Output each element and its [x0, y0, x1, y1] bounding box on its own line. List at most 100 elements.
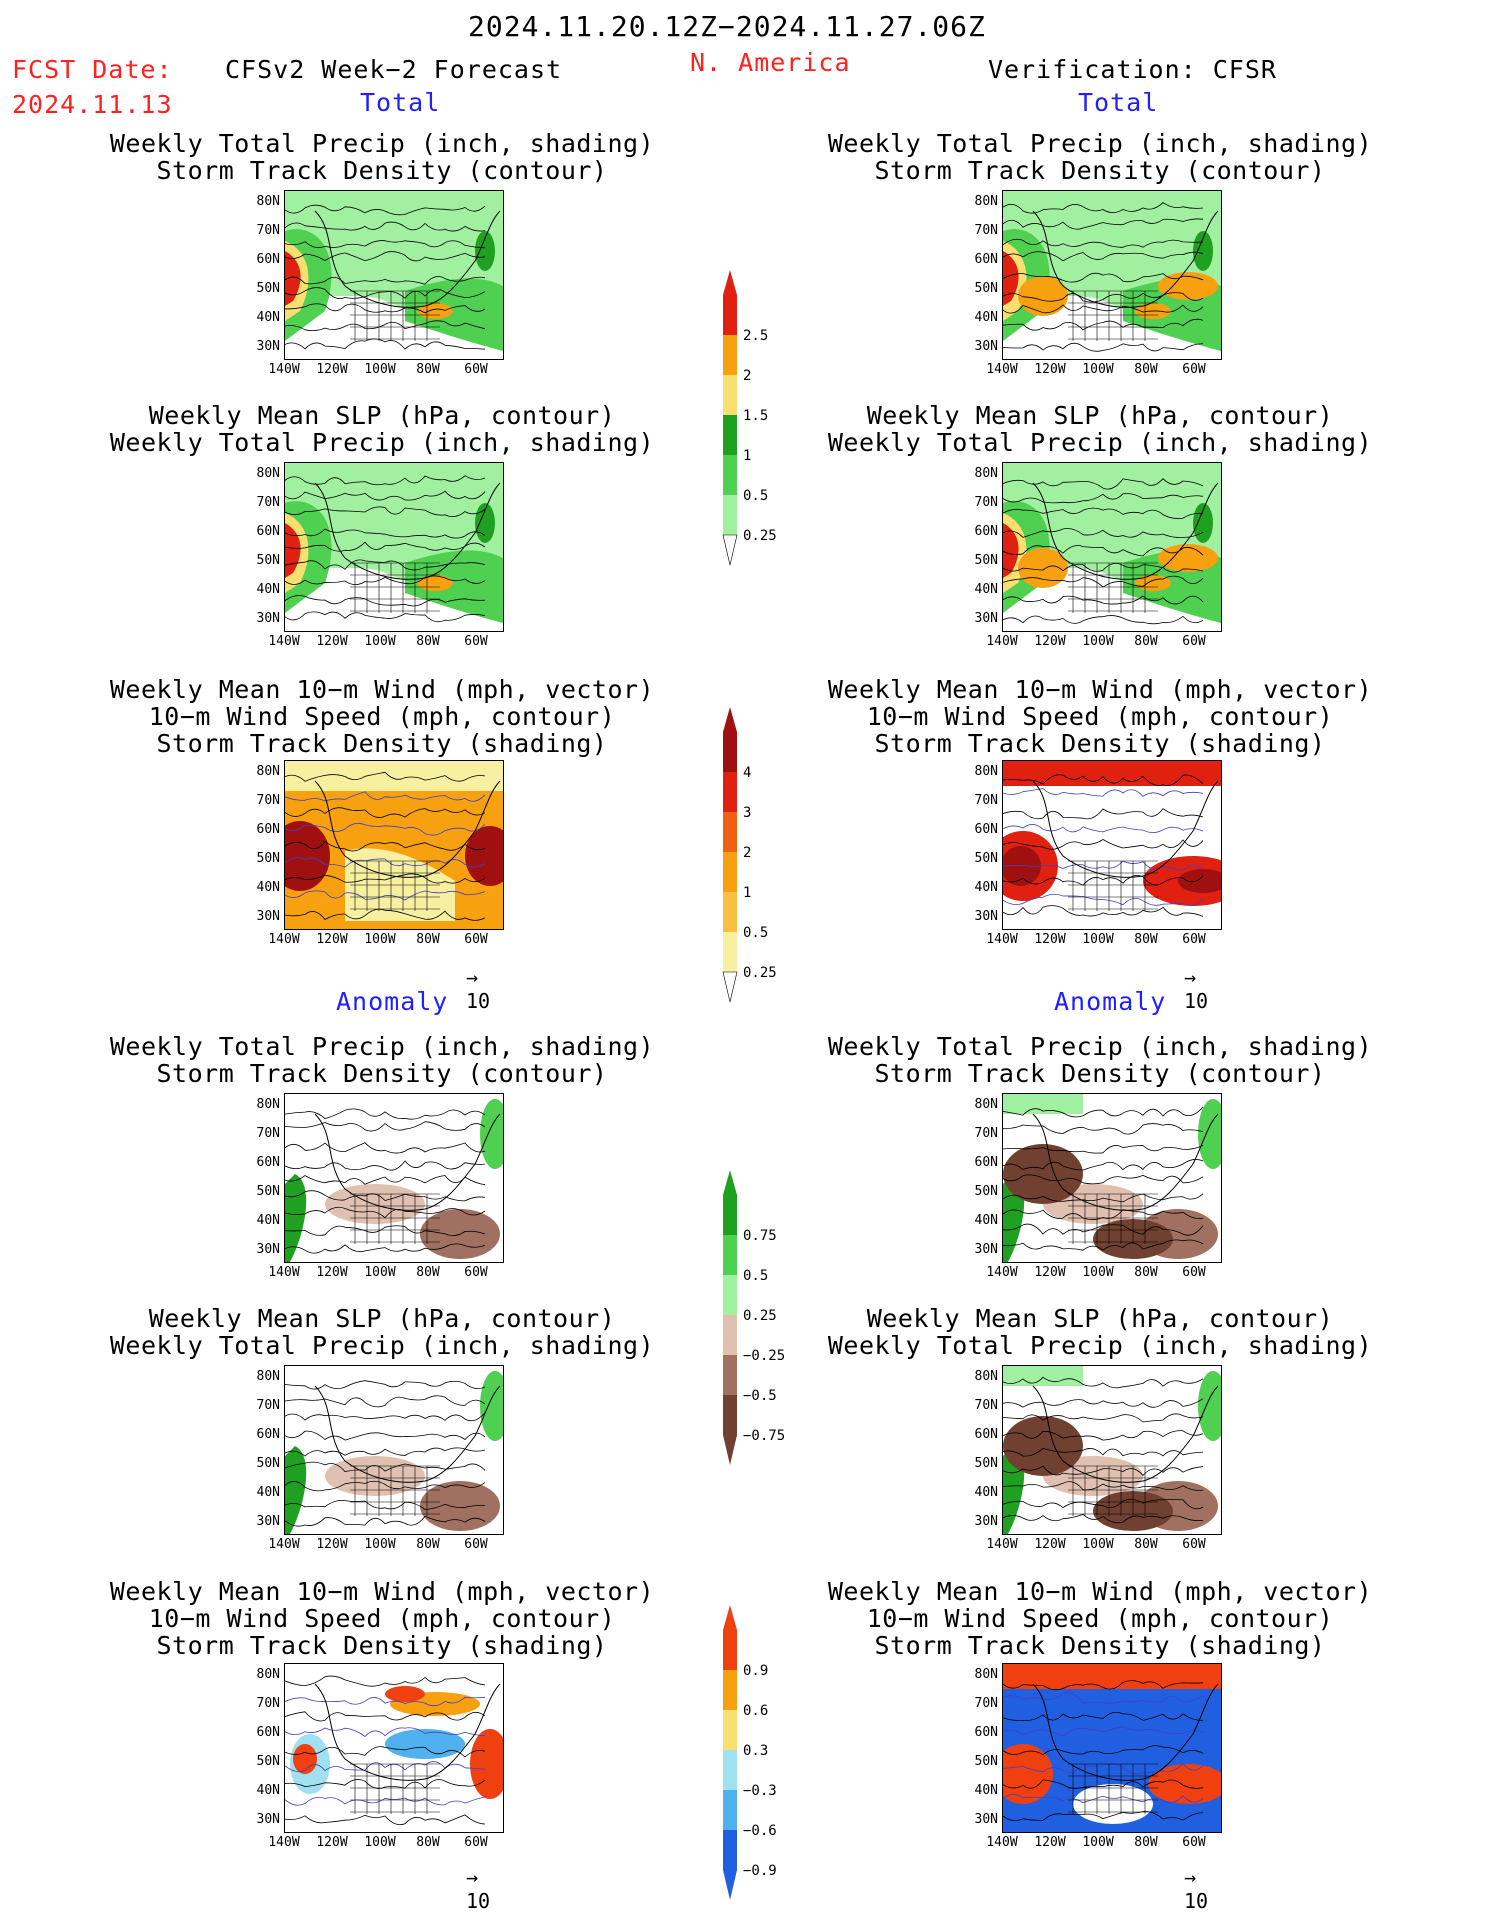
colorbar-label: 0.5 — [743, 1268, 768, 1284]
lon-tick-label: 120W — [316, 1537, 348, 1552]
lat-tick-label: 80N — [256, 194, 280, 209]
lon-tick-label: 60W — [1182, 1265, 1206, 1280]
lat-tick-label: 60N — [256, 252, 280, 267]
panel-title-line: Weekly Mean SLP (hPa, contour) — [866, 401, 1334, 430]
lat-tick-label: 40N — [256, 1783, 280, 1798]
lat-tick-label: 60N — [256, 822, 280, 837]
lat-tick-label: 70N — [974, 223, 998, 238]
lon-tick-label: 60W — [1182, 362, 1206, 377]
lon-tick-label: 80W — [1134, 634, 1158, 649]
lon-tick-label: 140W — [986, 1537, 1018, 1552]
lon-tick-label: 100W — [1082, 1265, 1114, 1280]
lat-tick-label: 70N — [256, 1398, 280, 1413]
lon-tick-label: 100W — [1082, 1537, 1114, 1552]
panel-title-line: 10−m Wind Speed (mph, contour) — [866, 702, 1334, 731]
colorbar-label: −0.6 — [743, 1823, 777, 1839]
lon-tick-label: 60W — [1182, 1537, 1206, 1552]
lat-tick-label: 30N — [974, 1242, 998, 1257]
lat-tick-label: 40N — [974, 582, 998, 597]
lon-tick-label: 60W — [464, 1835, 488, 1850]
map-panel — [284, 190, 504, 360]
map-panel — [1002, 1365, 1222, 1535]
lat-tick-label: 50N — [974, 1456, 998, 1471]
lat-tick-label: 70N — [256, 1696, 280, 1711]
lon-tick-label: 120W — [316, 932, 348, 947]
panel-title-line: 10−m Wind Speed (mph, contour) — [148, 702, 616, 731]
region-label: N. America — [690, 48, 851, 77]
lon-tick-label: 120W — [316, 634, 348, 649]
anomaly-label-left: Anomaly — [336, 987, 449, 1016]
colorbar-label: 0.5 — [743, 488, 768, 504]
lat-tick-label: 80N — [256, 764, 280, 779]
map-plot — [1003, 463, 1221, 631]
lat-tick-label: 50N — [974, 851, 998, 866]
lat-tick-label: 60N — [256, 1427, 280, 1442]
lat-tick-label: 70N — [256, 793, 280, 808]
lon-tick-label: 80W — [1134, 362, 1158, 377]
fcst-date-value: 2024.11.13 — [12, 90, 173, 119]
lon-tick-label: 100W — [1082, 932, 1114, 947]
map-plot — [285, 191, 503, 359]
lat-tick-label: 70N — [974, 1398, 998, 1413]
lat-tick-label: 40N — [974, 310, 998, 325]
lon-tick-label: 60W — [464, 932, 488, 947]
colorbar-label: 0.25 — [743, 528, 777, 544]
lat-tick-label: 30N — [256, 1242, 280, 1257]
colorbar-label: 4 — [743, 765, 751, 781]
panel-title-line: 10−m Wind Speed (mph, contour) — [148, 1604, 616, 1633]
lat-tick-label: 70N — [974, 1696, 998, 1711]
lon-tick-label: 80W — [416, 1537, 440, 1552]
vector-ref-value: 10 — [466, 1889, 491, 1913]
colorbar-label: 3 — [743, 805, 751, 821]
lon-tick-label: 80W — [416, 1265, 440, 1280]
panel-title-line: Weekly Mean SLP (hPa, contour) — [148, 1304, 616, 1333]
map-panel — [1002, 190, 1222, 360]
lat-tick-label: 70N — [256, 495, 280, 510]
lat-tick-label: 30N — [256, 1514, 280, 1529]
map-plot — [1003, 1366, 1221, 1534]
map-panel — [1002, 462, 1222, 632]
lat-tick-label: 80N — [256, 1369, 280, 1384]
lon-tick-label: 80W — [416, 932, 440, 947]
lat-tick-label: 80N — [256, 1097, 280, 1112]
panel-title-line: Storm Track Density (shading) — [156, 1631, 608, 1660]
map-panel — [1002, 1663, 1222, 1833]
lat-tick-label: 50N — [256, 281, 280, 296]
vector-ref-2: → 10 — [1184, 965, 1209, 1013]
lon-tick-label: 60W — [464, 1537, 488, 1552]
colorbar-label: 0.3 — [743, 1743, 768, 1759]
lon-tick-label: 80W — [416, 1835, 440, 1850]
map-plot — [1003, 1664, 1221, 1832]
vector-ref-value: 10 — [1184, 989, 1209, 1013]
lon-tick-label: 140W — [986, 932, 1018, 947]
date-range-title: 2024.11.20.12Z−2024.11.27.06Z — [468, 10, 986, 43]
lon-tick-label: 120W — [1034, 634, 1066, 649]
lon-tick-label: 140W — [986, 1835, 1018, 1850]
colorbar-label: 0.25 — [743, 965, 777, 981]
lat-tick-label: 40N — [256, 310, 280, 325]
map-plot — [285, 463, 503, 631]
lon-tick-label: 140W — [268, 932, 300, 947]
lat-tick-label: 30N — [974, 1514, 998, 1529]
colorbar-label: 2 — [743, 368, 751, 384]
lat-tick-label: 60N — [974, 524, 998, 539]
lon-tick-label: 80W — [416, 362, 440, 377]
lat-tick-label: 70N — [974, 495, 998, 510]
lat-tick-label: 40N — [974, 880, 998, 895]
lat-tick-label: 50N — [974, 1754, 998, 1769]
lon-tick-label: 120W — [316, 1835, 348, 1850]
lat-tick-label: 60N — [256, 524, 280, 539]
map-plot — [285, 1094, 503, 1262]
lat-tick-label: 50N — [256, 553, 280, 568]
lat-tick-label: 70N — [256, 223, 280, 238]
lon-tick-label: 120W — [316, 1265, 348, 1280]
map-panel — [1002, 1093, 1222, 1263]
lon-tick-label: 100W — [364, 634, 396, 649]
lon-tick-label: 60W — [1182, 932, 1206, 947]
lon-tick-label: 140W — [268, 1835, 300, 1850]
lon-tick-label: 60W — [464, 362, 488, 377]
map-plot — [285, 761, 503, 929]
lon-tick-label: 80W — [1134, 1537, 1158, 1552]
lon-tick-label: 80W — [1134, 932, 1158, 947]
lat-tick-label: 50N — [256, 851, 280, 866]
